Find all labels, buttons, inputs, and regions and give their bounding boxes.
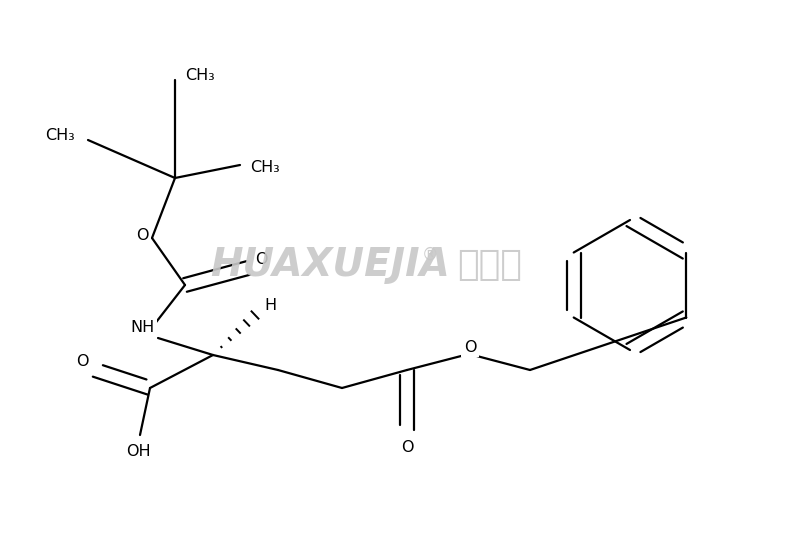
Text: CH₃: CH₃ <box>185 68 215 82</box>
Text: CH₃: CH₃ <box>250 160 280 175</box>
Text: O: O <box>255 253 268 267</box>
Text: O: O <box>135 228 148 244</box>
Text: O: O <box>400 440 413 456</box>
Text: NH: NH <box>130 321 154 335</box>
Text: HUAXUEJIA: HUAXUEJIA <box>210 246 450 284</box>
Text: 化学加: 化学加 <box>457 248 522 282</box>
Text: O: O <box>76 355 88 369</box>
Text: H: H <box>264 298 276 312</box>
Text: ®: ® <box>422 246 438 264</box>
Text: CH₃: CH₃ <box>45 127 74 143</box>
Text: OH: OH <box>126 444 151 458</box>
Text: O: O <box>464 339 477 355</box>
